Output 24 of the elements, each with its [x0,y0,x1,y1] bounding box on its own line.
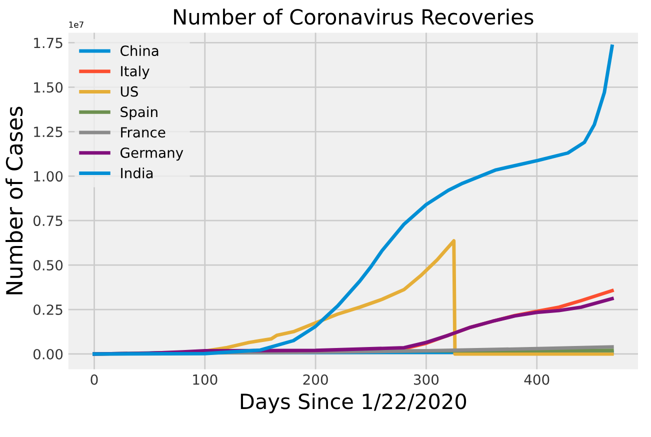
legend-label: Spain [120,106,158,120]
legend-label: France [121,127,166,138]
legend-label: US [120,86,138,97]
y-tick-label: 1.50 [34,82,63,93]
chart-title: Number of Coronavirus Recoveries [174,8,534,25]
x-tick-label: 300 [414,374,439,385]
y-axis-title: Number of Cases [6,106,23,294]
y-tick-label: 1.25 [34,126,62,138]
y-tick-label: 0.50 [33,260,63,271]
y-tick-label: 1.75 [34,38,62,48]
x-tick-label: 0 [90,374,98,385]
legend-label: India [121,168,153,178]
x-tick-label: 100 [193,374,218,385]
y-tick-label: 0.25 [33,304,62,315]
text: 1e7 [69,22,84,28]
legend-label: China [120,45,158,56]
y-tick-label: 1.00 [34,171,63,182]
x-tick-label: 200 [303,374,328,385]
legend-label: Italy [121,66,150,80]
y-tick-label: 0.00 [33,348,63,360]
y-tick-label: 0.75 [33,216,62,226]
x-axis-title: Days Since 1/22/2020 [240,393,466,414]
x-tick-label: 400 [524,374,550,385]
legend-label: Germany [120,147,184,161]
